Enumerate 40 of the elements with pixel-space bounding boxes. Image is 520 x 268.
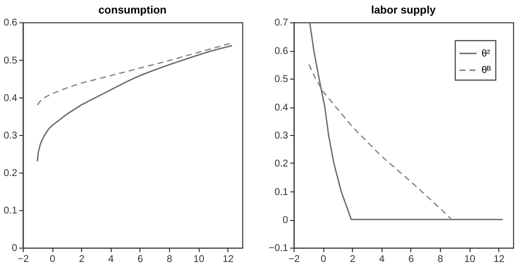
chart-title: labor supply [371, 4, 436, 16]
y-tick-label: 0.1 [4, 206, 18, 217]
y-tick-label: 0.1 [274, 186, 289, 198]
x-tick-label: 10 [193, 254, 205, 266]
chart-title: consumption [98, 4, 167, 16]
x-tick-label: 4 [379, 254, 386, 266]
x-tick-label: 10 [464, 254, 476, 266]
y-tick-label: 0.6 [274, 46, 289, 57]
x-tick-label: 12 [493, 254, 504, 266]
x-tick-label: 12 [222, 254, 234, 266]
y-tick-label: 0 [282, 214, 289, 226]
y-tick-label: 0.3 [274, 130, 289, 142]
y-tick-label: 0.5 [274, 74, 289, 86]
y-tick-label: 0.7 [274, 18, 288, 29]
x-tick-label: 8 [166, 254, 173, 266]
legend-label: θᴮ [481, 65, 492, 76]
y-tick-label: 0.6 [4, 18, 18, 29]
line-series [36, 42, 233, 106]
x-tick-label: 2 [350, 254, 356, 266]
line-series [36, 44, 233, 162]
x-tick-label: −2 [288, 254, 300, 266]
x-tick-label: 6 [138, 254, 144, 266]
x-tick-label: 4 [108, 254, 114, 266]
line-series [308, 64, 452, 220]
x-tick-label: 0 [320, 254, 327, 266]
x-tick-label: −2 [18, 254, 29, 266]
y-tick-label: 0.2 [274, 158, 288, 170]
y-tick-label: 0.3 [4, 130, 18, 142]
x-tick-label: 6 [408, 254, 414, 266]
y-tick-label: 0.5 [4, 55, 18, 66]
x-tick-label: 2 [79, 254, 85, 266]
legend-label: θ² [481, 48, 491, 60]
y-tick-label: 0 [12, 243, 18, 254]
x-tick-label: 0 [50, 254, 56, 266]
y-tick-label: 0.4 [274, 102, 289, 114]
x-tick-label: 8 [438, 254, 444, 266]
y-tick-label: 0.2 [4, 168, 18, 180]
line-series [309, 22, 504, 220]
y-tick-label: −0.1 [268, 243, 289, 254]
y-tick-label: 0.4 [4, 92, 18, 104]
